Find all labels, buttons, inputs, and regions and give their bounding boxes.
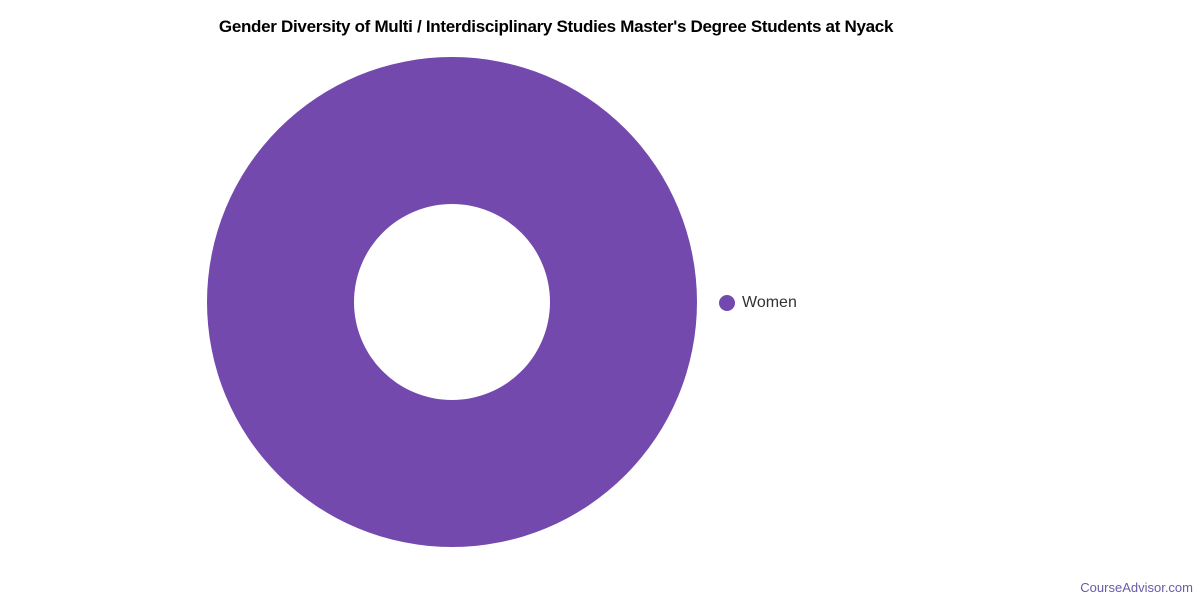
legend-item-women[interactable]: Women	[742, 294, 797, 311]
donut-svg	[207, 57, 697, 547]
chart-title: Gender Diversity of Multi / Interdiscipl…	[218, 17, 894, 36]
donut-hole	[354, 204, 550, 400]
legend: Women	[719, 294, 797, 312]
brand-link[interactable]: CourseAdvisor.com	[1080, 580, 1193, 595]
legend-marker-circle-icon[interactable]	[719, 295, 735, 311]
donut-chart	[207, 57, 697, 547]
